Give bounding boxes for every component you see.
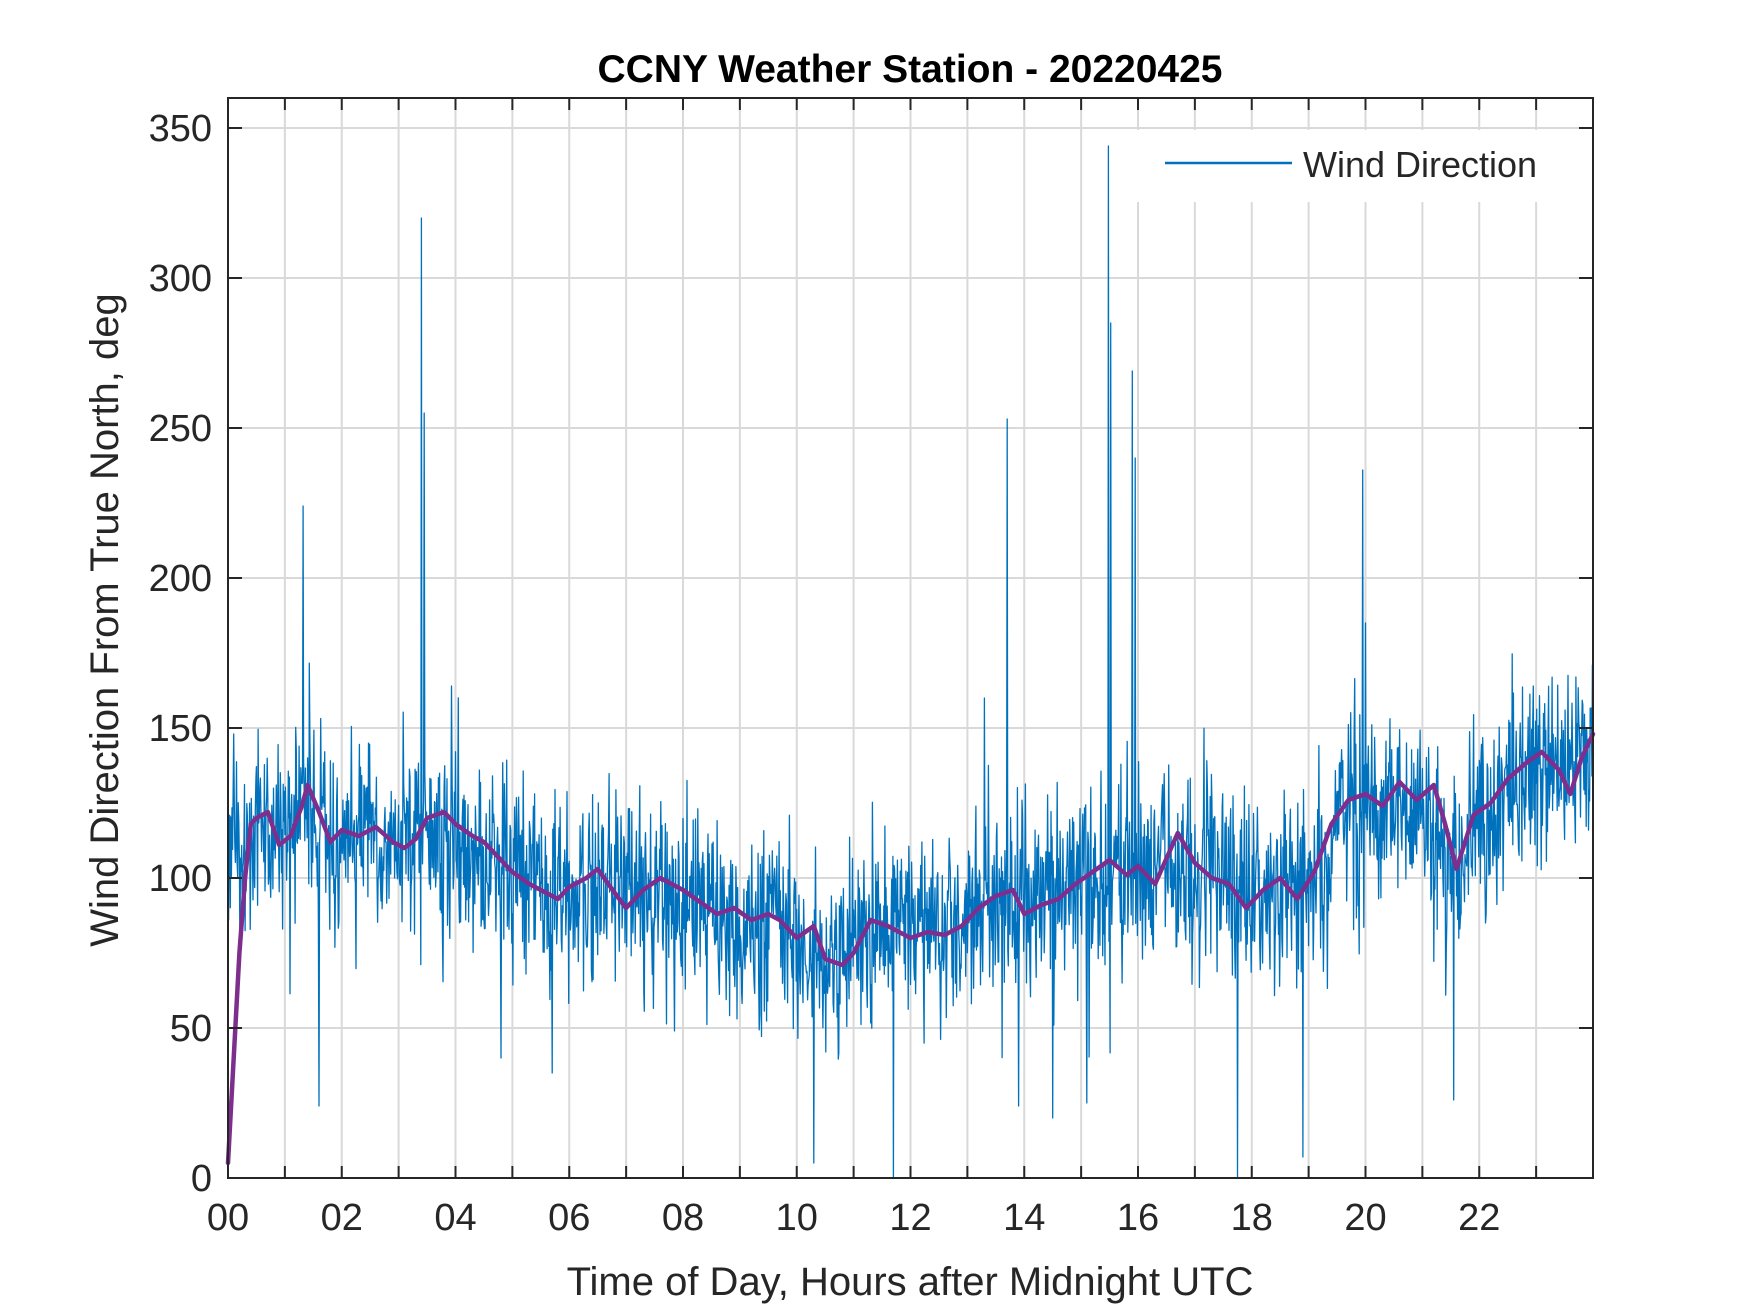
tick-labels: 00 02 04 06 08 10 12 14 16 18 20 22 0 50 100 150 200 250 3… xyxy=(149,108,1501,1239)
x-tick-label: 08 xyxy=(662,1197,704,1239)
x-tick-label: 02 xyxy=(321,1197,363,1239)
y-tick-label: 150 xyxy=(149,708,212,750)
x-tick-label: 22 xyxy=(1458,1197,1500,1239)
x-tick-label: 06 xyxy=(548,1197,590,1239)
series-smoothed-mean xyxy=(225,731,1596,1166)
x-axis-label: Time of Day, Hours after Midnight UTC xyxy=(567,1260,1254,1304)
y-axis-label: Wind Direction From True North, deg xyxy=(83,293,127,947)
axes xyxy=(227,97,1594,1179)
y-tick-label: 0 xyxy=(191,1158,212,1200)
y-tick-label: 250 xyxy=(149,408,212,450)
x-tick-label: 16 xyxy=(1117,1197,1159,1239)
x-tick-label: 00 xyxy=(207,1197,249,1239)
y-tick-label: 200 xyxy=(149,558,212,600)
grid xyxy=(228,98,1593,1178)
plot-series xyxy=(225,145,1596,1179)
legend-box xyxy=(1130,130,1568,202)
x-tick-label: 20 xyxy=(1344,1197,1386,1239)
x-tick-label: 10 xyxy=(776,1197,818,1239)
y-tick-label: 300 xyxy=(149,258,212,300)
x-tick-label: 04 xyxy=(434,1197,476,1239)
chart-title: CCNY Weather Station - 20220425 xyxy=(598,48,1223,91)
x-tick-label: 18 xyxy=(1231,1197,1273,1239)
y-tick-label: 350 xyxy=(149,108,212,150)
y-tick-label: 100 xyxy=(149,858,212,900)
legend-label-wind-direction: Wind Direction xyxy=(1303,144,1537,185)
legend: Wind Direction xyxy=(1130,130,1568,202)
x-tick-label: 12 xyxy=(889,1197,931,1239)
y-tick-label: 50 xyxy=(170,1008,212,1050)
series-wind-direction xyxy=(227,145,1594,1179)
x-tick-label: 14 xyxy=(1003,1197,1045,1239)
